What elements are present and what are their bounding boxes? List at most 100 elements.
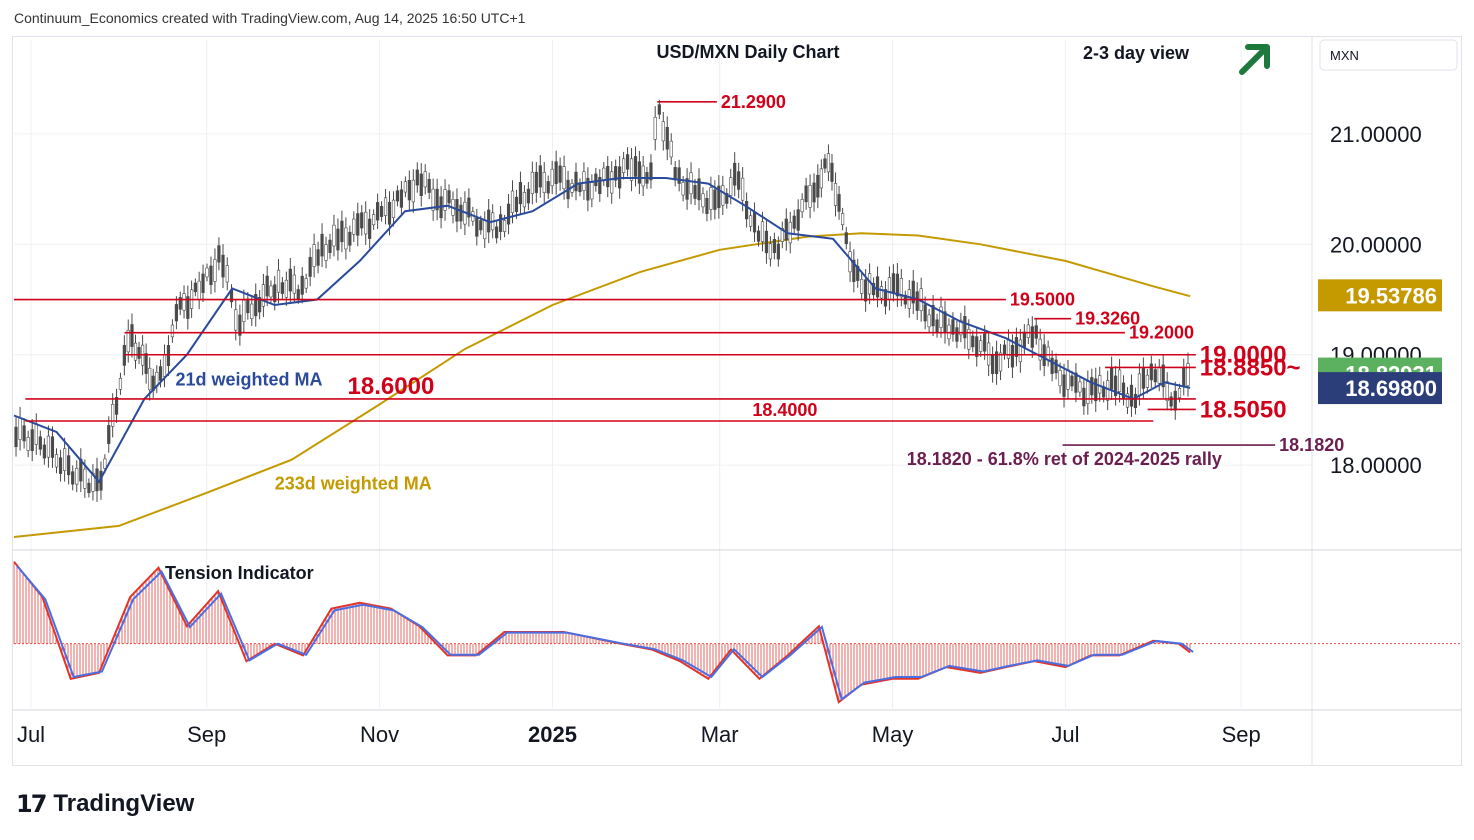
price-candle-body xyxy=(590,182,594,200)
price-candle-body xyxy=(83,468,87,489)
x-tick-label: Mar xyxy=(701,722,739,747)
level-label: 18.6000 xyxy=(348,373,435,400)
price-candle-body xyxy=(1030,326,1034,348)
price-candle-body xyxy=(435,188,439,211)
price-candle-body xyxy=(586,177,590,201)
ma21-label: 21d weighted MA xyxy=(176,370,323,390)
price-candle-body xyxy=(800,199,804,213)
price-candle-body xyxy=(26,437,30,451)
price-candle-body xyxy=(126,329,130,353)
price-candle-body xyxy=(193,282,197,293)
level-label: 21.2900 xyxy=(721,92,786,112)
price-candle-body xyxy=(622,158,626,173)
price-candle-body xyxy=(887,277,892,300)
price-candle-body xyxy=(518,182,523,205)
price-candle-body xyxy=(1141,367,1145,389)
price-candle-body xyxy=(1137,373,1142,396)
price-candle-body xyxy=(1113,375,1118,397)
price-candle-body xyxy=(205,267,209,278)
price-candle-body xyxy=(1110,367,1114,390)
price-candle-body xyxy=(1078,381,1082,393)
price-candle-body xyxy=(1129,384,1134,407)
price-candle-body xyxy=(1186,363,1190,386)
price-candle-body xyxy=(71,471,75,485)
price-candle-body xyxy=(14,426,18,448)
price-candle-body xyxy=(554,161,558,184)
price-candle-body xyxy=(103,458,107,469)
price-candle-body xyxy=(234,309,238,331)
currency-unit-box[interactable]: MXN xyxy=(1319,39,1458,71)
price-candle-body xyxy=(542,171,546,193)
price-candle-body xyxy=(895,273,899,297)
price-candle-body xyxy=(796,209,800,231)
price-candle-body xyxy=(246,298,250,314)
price-candle-body xyxy=(1066,369,1070,390)
price-candle-body xyxy=(1165,381,1169,402)
price-candle-body xyxy=(1153,369,1157,383)
price-candle-body xyxy=(705,197,709,214)
price-candle-body xyxy=(178,297,182,310)
price-candle-body xyxy=(606,166,610,188)
price-candle-body xyxy=(30,429,34,451)
price-candle-body xyxy=(614,166,618,181)
price-candle-body xyxy=(852,259,856,282)
level-label: 19.3260 xyxy=(1075,309,1140,329)
price-candle-body xyxy=(816,174,820,198)
price-candle-body xyxy=(415,169,419,186)
price-candle-body xyxy=(269,285,273,298)
price-candle-body xyxy=(733,162,737,186)
price-candle-body xyxy=(685,178,689,200)
price-candle-body xyxy=(1117,369,1122,392)
price-candle-body xyxy=(1182,367,1186,387)
arrow-up-right-icon xyxy=(1239,44,1270,75)
price-candle-body xyxy=(657,104,661,115)
price-candle-body xyxy=(701,193,705,208)
price-candle-body xyxy=(213,259,217,282)
x-tick-label: Sep xyxy=(1222,722,1261,747)
price-candle-body xyxy=(403,181,407,193)
y-tick-label: 21.00000 xyxy=(1330,122,1422,147)
price-candle-body xyxy=(510,190,515,213)
price-candle-body xyxy=(304,278,308,289)
price-candle-body xyxy=(967,328,971,350)
level-label: 18.4000 xyxy=(752,400,817,420)
price-candle-body xyxy=(899,278,903,298)
price-candle-body xyxy=(752,212,757,233)
price-candle-body xyxy=(1149,363,1153,381)
price-candle-body xyxy=(693,185,697,199)
price-candle-body xyxy=(784,218,788,241)
price-candle-body xyxy=(812,182,816,203)
price-candle-body xyxy=(1074,372,1078,393)
price-candle-body xyxy=(324,244,328,261)
price-candle-body xyxy=(242,299,246,322)
price-candle-body xyxy=(320,233,324,257)
price-candle-body xyxy=(891,273,896,293)
price-candle-body xyxy=(792,215,796,229)
price-candle-body xyxy=(665,127,669,150)
price-candle-body xyxy=(951,319,955,335)
tradingview-logo-icon: 17 xyxy=(16,790,47,818)
price-candle-body xyxy=(939,306,943,328)
price-candle-body xyxy=(741,177,745,201)
price-candle-body xyxy=(118,378,123,390)
price-candle-body xyxy=(830,162,834,182)
price-candle-body xyxy=(748,215,753,227)
price-candle-body xyxy=(1062,374,1066,397)
price-candle-body xyxy=(677,167,681,184)
price-candle-body xyxy=(669,140,673,158)
x-tick-label: Sep xyxy=(187,722,226,747)
tradingview-logo[interactable]: 17 TradingView xyxy=(16,790,194,818)
price-badge-label: 19.53786 xyxy=(1345,283,1437,308)
price-candle-body xyxy=(911,280,915,304)
price-candle-body xyxy=(419,173,423,196)
price-candle-body xyxy=(379,206,384,217)
price-candle-body xyxy=(745,201,749,220)
price-candle-body xyxy=(261,284,265,307)
price-candle-body xyxy=(276,269,281,293)
price-candle-body xyxy=(514,196,519,212)
price-candle-body xyxy=(499,214,503,232)
price-candle-body xyxy=(360,212,364,229)
price-candle-body xyxy=(768,243,773,260)
price-candle-body xyxy=(1018,339,1022,363)
price-candle-body xyxy=(1086,381,1090,404)
